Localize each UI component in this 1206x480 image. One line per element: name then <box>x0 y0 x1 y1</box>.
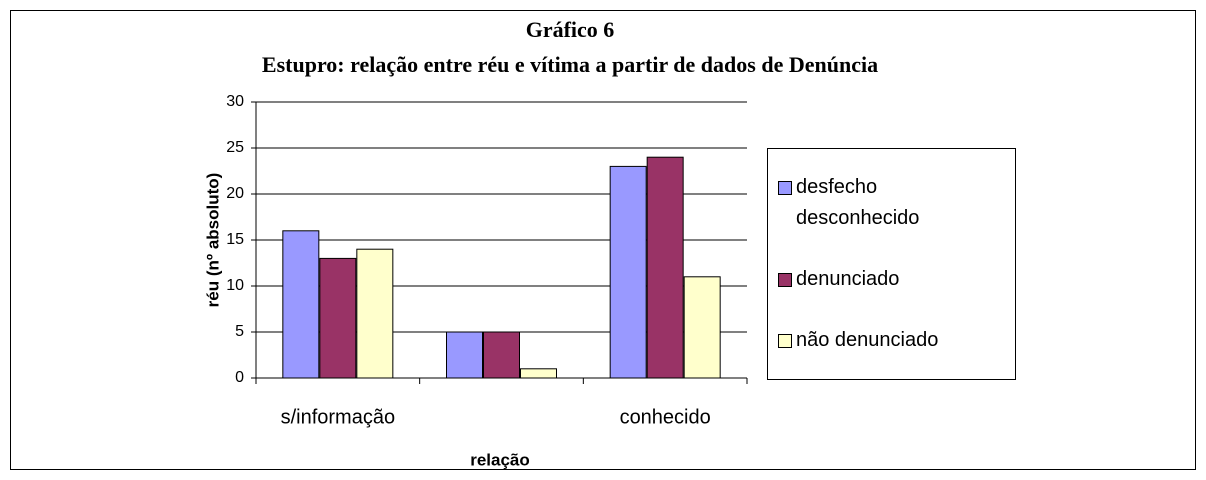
bar <box>282 230 320 379</box>
chart-title: Gráfico 6 <box>526 17 615 42</box>
bar <box>319 257 357 379</box>
legend: desfecho desconhecido denunciado não denun… <box>767 148 1016 380</box>
chart-subtitle: Estupro: relação entre réu e vítima a pa… <box>262 52 878 77</box>
y-tick-label: 30 <box>226 93 244 110</box>
y-tick-label: 5 <box>235 323 244 340</box>
bar <box>483 331 520 379</box>
bar <box>520 368 557 379</box>
legend-swatch <box>778 181 792 195</box>
y-axis-label: réu (nº absoluto) <box>203 173 222 308</box>
legend-swatch <box>778 334 792 348</box>
x-tick-label: s/informação <box>281 406 396 428</box>
legend-item: denunciado <box>778 264 1015 295</box>
x-tick-label: conhecido <box>620 406 711 428</box>
y-tick-label: 15 <box>226 231 244 248</box>
legend-label: não denunciado <box>796 329 939 351</box>
legend-swatch <box>778 273 792 287</box>
frame <box>10 10 1196 470</box>
legend-label: denunciado <box>796 268 900 290</box>
bar <box>683 276 721 379</box>
bar <box>356 248 394 379</box>
legend-item: desfecho desconhecido <box>778 172 1015 234</box>
bar <box>446 331 483 379</box>
x-axis-label: relação <box>470 450 530 469</box>
y-tick-label: 25 <box>226 139 244 156</box>
legend-item: não denunciado <box>778 325 1015 356</box>
bar <box>646 156 684 379</box>
y-tick-label: 10 <box>226 277 244 294</box>
bar <box>609 165 647 379</box>
legend-label: desfecho desconhecido <box>796 176 920 229</box>
y-tick-label: 20 <box>226 185 244 202</box>
y-tick-label: 0 <box>235 369 244 386</box>
